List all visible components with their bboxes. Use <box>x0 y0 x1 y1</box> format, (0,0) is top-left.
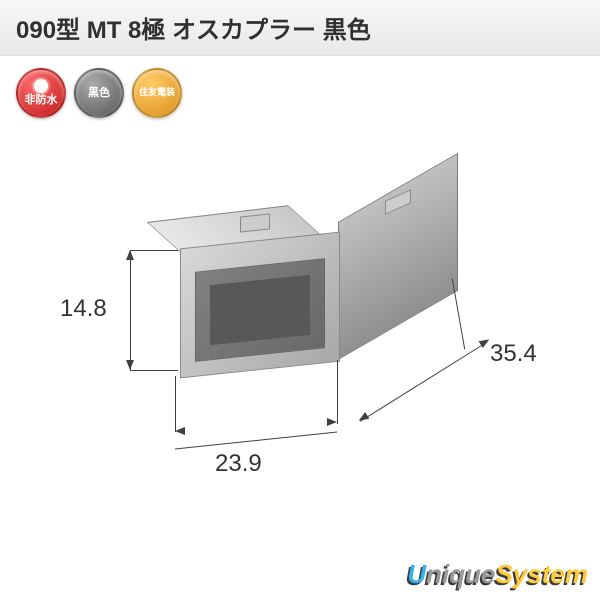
diagram-area: 14.8 23.9 35.4 <box>0 130 600 530</box>
sun-icon <box>34 79 48 93</box>
badge-color-label: 黒色 <box>88 87 110 99</box>
badge-manufacturer: 住友電装 <box>132 68 182 118</box>
dim-height-arrow-down <box>126 360 134 370</box>
badge-mfr-label: 住友電装 <box>139 88 175 98</box>
dim-width-ext-left <box>175 376 176 432</box>
connector-cavity-inner <box>210 275 310 346</box>
dim-width-line <box>175 431 337 449</box>
dim-depth-value: 35.4 <box>490 340 537 368</box>
watermark-nique: nique <box>426 559 495 589</box>
connector-latch-front <box>240 213 270 232</box>
product-title: 090型 MT 8極 オスカプラー 黒色 <box>16 10 584 45</box>
dim-width-ext-right <box>337 360 338 424</box>
dim-height-ext-top <box>130 250 178 251</box>
badge-row: 非防水 黒色 住友電装 <box>0 56 600 130</box>
badge-color: 黒色 <box>74 68 124 118</box>
title-bar: 090型 MT 8極 オスカプラー 黒色 <box>0 0 600 56</box>
badge-waterproof-label: 非防水 <box>25 94 58 106</box>
dim-depth-arrow-near <box>357 412 370 424</box>
dim-height-arrow-up <box>126 250 134 260</box>
connector-render <box>180 210 460 390</box>
dim-height-line <box>130 250 131 370</box>
watermark-u: U <box>407 559 426 589</box>
dim-width-arrow-left <box>175 427 185 435</box>
dim-width-arrow-right <box>327 418 337 426</box>
dim-height-value: 14.8 <box>60 295 107 323</box>
badge-waterproof: 非防水 <box>16 68 66 118</box>
dim-height-ext-bottom <box>130 370 178 371</box>
watermark-system: System <box>496 559 589 589</box>
dim-width-value: 23.9 <box>215 450 262 478</box>
connector-side-face <box>338 153 458 360</box>
watermark: UniqueSystem <box>407 559 588 590</box>
